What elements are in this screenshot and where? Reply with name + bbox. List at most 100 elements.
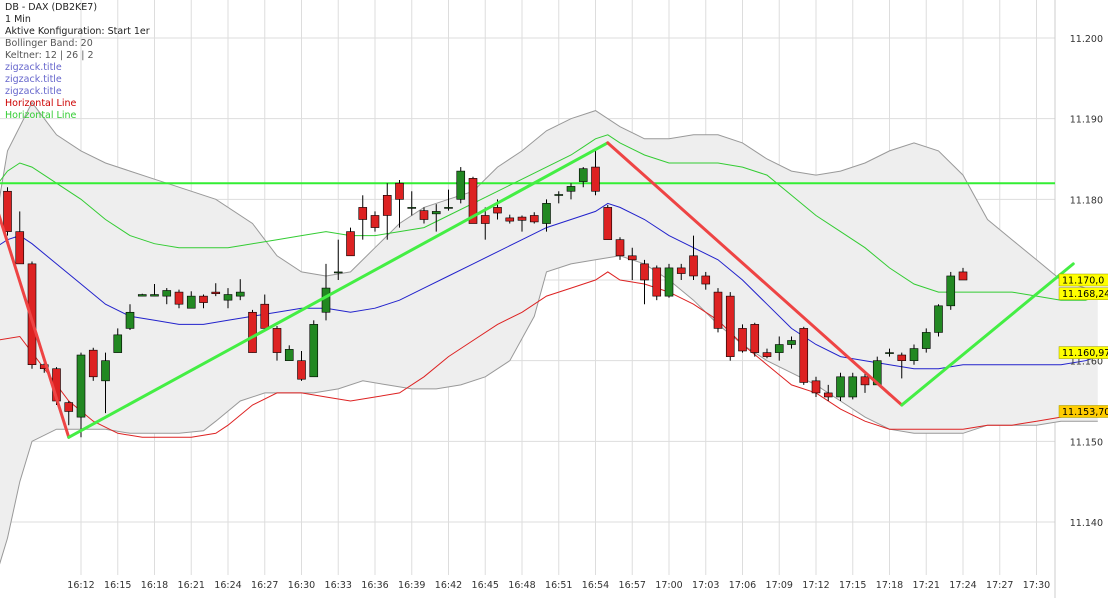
x-tick-label: 17:12	[802, 580, 829, 591]
candle-body	[897, 354, 907, 361]
x-tick-label: 16:48	[508, 580, 535, 591]
x-tick-label: 16:42	[435, 580, 462, 591]
instrument-title: DB - DAX (DB2KE7)	[5, 2, 98, 13]
legend-zigzag[interactable]: zigzack.title	[5, 86, 62, 97]
candle-body	[480, 215, 490, 224]
x-tick-label: 16:51	[545, 580, 572, 591]
x-tick-label: 16:24	[214, 580, 241, 591]
x-tick-label: 16:33	[325, 580, 352, 591]
price-tag	[1058, 273, 1108, 287]
candle-body	[284, 349, 294, 361]
candle-body	[811, 380, 821, 394]
x-tick-label: 16:39	[398, 580, 425, 591]
bollinger-lower-line	[0, 255, 1098, 565]
candle-body	[885, 352, 894, 354]
legend-keltner[interactable]: Keltner: 12 | 26 | 2	[5, 50, 94, 61]
price-tag	[1058, 287, 1108, 300]
candle-body	[113, 334, 123, 353]
legend-bollinger[interactable]: Bollinger Band: 20	[5, 38, 93, 49]
price-tag-label: 11.168,24	[1062, 289, 1108, 300]
zigzag-segment	[900, 262, 1075, 407]
candle-body	[211, 291, 221, 295]
candle-body	[836, 376, 845, 398]
price-tags: 11.170,0 11.168,24 11.160,97 11.153,70	[1058, 273, 1108, 418]
candle-body	[860, 376, 870, 386]
x-tick-label: 17:09	[766, 580, 793, 591]
candle-body	[468, 178, 478, 224]
candle-body	[493, 207, 502, 214]
x-tick-label: 16:18	[141, 580, 168, 591]
zigzag-segment	[606, 141, 904, 407]
price-tag-label: 11.160,97	[1062, 348, 1108, 359]
candle-body	[799, 328, 809, 383]
legend-zigzag[interactable]: zigzack.title	[5, 62, 62, 73]
candle-body	[701, 275, 711, 285]
candle-body	[750, 324, 760, 353]
candle-body	[370, 215, 380, 228]
candle-body	[615, 239, 625, 257]
legend-horizontal-line-green[interactable]: Horizontal Line	[5, 110, 77, 121]
candle-body	[591, 166, 600, 192]
config-label: Aktive Konfiguration: Start 1er	[5, 26, 150, 37]
x-tick-label: 16:36	[361, 580, 388, 591]
candle-body	[27, 263, 37, 366]
candle-body	[101, 360, 110, 382]
candle-body	[223, 294, 233, 301]
candle-body	[125, 311, 135, 329]
candle-body	[382, 195, 392, 216]
candle-body	[603, 207, 613, 240]
x-tick-label: 16:30	[288, 580, 315, 591]
candle-body	[162, 290, 172, 297]
candle-body	[15, 231, 25, 265]
x-tick-label: 16:12	[67, 580, 94, 591]
candle-body	[909, 348, 919, 361]
candle-body	[235, 291, 245, 297]
candle-body	[88, 349, 98, 378]
candle-body	[137, 294, 147, 297]
x-tick-label: 16:45	[472, 580, 499, 591]
candle-body	[174, 291, 184, 305]
candle-body	[333, 271, 343, 274]
candle-body	[3, 190, 12, 232]
bollinger-fill	[0, 102, 1098, 563]
candle-body	[186, 295, 196, 309]
keltner-upper-line	[0, 134, 1098, 301]
candle-body	[309, 324, 319, 378]
candle-body	[248, 311, 257, 353]
candle-body	[529, 215, 539, 223]
candle-body	[725, 295, 735, 357]
candle-body	[554, 194, 564, 196]
zigzag-lines	[0, 141, 1075, 439]
x-tick-label: 17:06	[729, 580, 756, 591]
candle-body	[444, 207, 453, 209]
candle-body	[321, 287, 331, 313]
x-tick-label: 17:18	[876, 580, 903, 591]
candle-body	[542, 203, 551, 224]
price-tag	[1058, 346, 1108, 359]
candle-body	[199, 295, 208, 303]
x-tick-label: 16:27	[251, 580, 278, 591]
candle-body	[946, 275, 956, 307]
legend-zigzag[interactable]: zigzack.title	[5, 74, 62, 85]
candle-body	[395, 182, 404, 200]
candle-body	[431, 211, 441, 215]
candle-body	[848, 376, 858, 398]
x-tick-label: 16:57	[619, 580, 646, 591]
x-tick-label: 17:27	[986, 580, 1013, 591]
y-tick-label: 11.200	[1070, 34, 1103, 45]
candle-body	[823, 392, 833, 398]
x-tick-label: 16:21	[178, 580, 205, 591]
candle-body	[664, 267, 674, 297]
x-tick-label: 16:15	[104, 580, 131, 591]
y-tick-label: 11.190	[1070, 115, 1103, 126]
candle-body	[358, 207, 368, 220]
legend-horizontal-line-red[interactable]: Horizontal Line	[5, 98, 77, 109]
candle-body	[419, 210, 429, 220]
candle-body	[774, 344, 784, 353]
candle-body	[272, 328, 282, 353]
x-axis: 16:12 16:15 16:18 16:21 16:24 16:27 16:30 16:33…	[67, 580, 1050, 591]
candle-body	[76, 354, 86, 418]
chart-legend: DB - DAX (DB2KE7) 1 Min Aktive Konfigura…	[5, 2, 150, 122]
keltner-lower-line	[0, 271, 1098, 438]
